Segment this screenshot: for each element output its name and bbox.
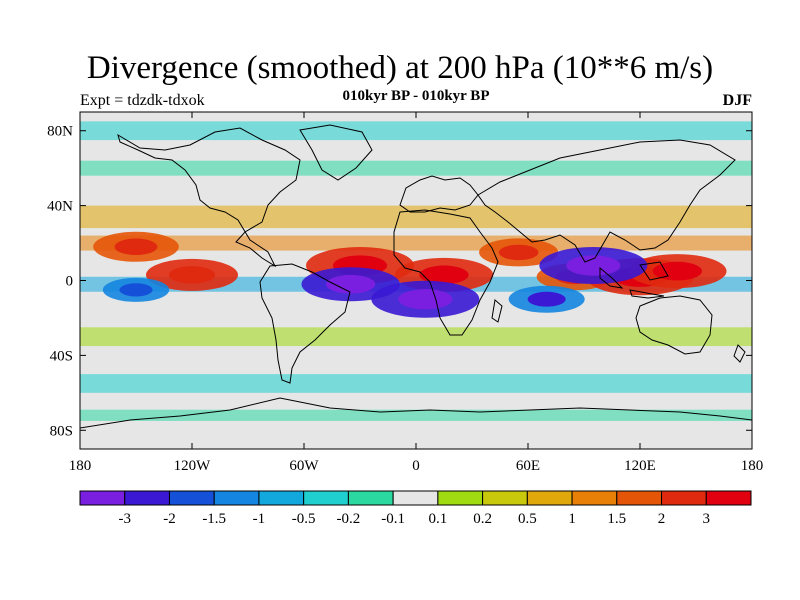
colorbar-swatch-8 [437, 490, 484, 506]
field-feature-core-7 [169, 266, 215, 284]
colorbar-label-10: 1 [568, 511, 576, 527]
axis-ticks [79, 112, 753, 449]
coastline-new-zealand [733, 344, 746, 363]
lon-label-1: 120W [174, 458, 212, 474]
lon-label-3: 0 [412, 458, 420, 474]
colorbar-swatch-6 [347, 490, 394, 506]
field-feature-core-2 [498, 244, 539, 261]
field-feature-core-1 [419, 265, 469, 285]
lon-label-6: 180 [741, 458, 764, 474]
lat-label-2: 0 [66, 274, 74, 290]
divergence-field [80, 112, 752, 449]
field-feature-core-10 [566, 255, 621, 276]
field-band-1 [80, 160, 752, 176]
colorbar-label-6: -0.1 [381, 511, 405, 527]
colorbar-swatch-11 [571, 490, 618, 506]
lat-label-4: 80S [50, 423, 73, 439]
colorbar-swatch-2 [168, 490, 215, 506]
coastline-australia [635, 295, 713, 355]
longitude-labels: 180 120W 60W 0 60E 120E 180 [69, 458, 764, 474]
field-feature-core-12 [119, 283, 153, 297]
coastline-antarctica [80, 397, 752, 429]
experiment-label: Expt = tdzdk-tdxok [80, 92, 205, 109]
field-band-6 [80, 374, 752, 393]
colorbar-swatch-14 [705, 490, 752, 506]
colorbar-swatch-13 [661, 490, 707, 506]
coastline-north-america [117, 127, 301, 268]
colorbar-swatch-10 [526, 490, 573, 506]
colorbar-label-0: -3 [118, 511, 131, 527]
colorbar-labels: -3 -2 -1.5 -1 -0.5 -0.2 -0.1 0.1 0.2 0.5 1 1.5 2 3 [118, 511, 710, 527]
colorbar-label-11: 1.5 [607, 511, 626, 527]
map-title: Divergence (smoothed) at 200 hPa (10**6 … [86, 50, 714, 86]
field-band-7 [80, 409, 752, 421]
coastlines [80, 124, 752, 429]
field-feature-core-11 [527, 291, 566, 307]
colorbar-swatch-12 [616, 490, 663, 506]
colorbar-swatch-4 [258, 490, 305, 506]
lon-label-2: 60W [289, 458, 319, 474]
field-band-0 [80, 121, 752, 141]
colorbar-label-13: 3 [703, 511, 711, 527]
lat-label-1: 40N [47, 199, 73, 215]
colorbar [79, 490, 752, 506]
colorbar-swatch-5 [303, 490, 349, 506]
lat-label-3: 40S [50, 348, 73, 364]
field-feature-core-8 [326, 274, 376, 294]
lon-label-5: 120E [624, 458, 656, 474]
lon-label-4: 60E [516, 458, 540, 474]
period-label: 010kyr BP - 010kyr BP [342, 88, 490, 104]
colorbar-swatch-7 [392, 490, 439, 506]
colorbar-label-9: 0.5 [518, 511, 537, 527]
colorbar-label-8: 0.2 [473, 511, 492, 527]
colorbar-label-1: -2 [163, 511, 176, 527]
field-feature-core-6 [114, 238, 158, 256]
lat-label-0: 80N [47, 124, 73, 140]
field-bands [80, 121, 752, 421]
coastline-south-america [259, 263, 351, 384]
colorbar-label-2: -1.5 [202, 511, 226, 527]
colorbar-label-7: 0.1 [428, 511, 447, 527]
colorbar-label-12: 2 [658, 511, 666, 527]
field-band-5 [80, 327, 752, 347]
latitude-labels: 80N 40N 0 40S 80S [47, 124, 73, 440]
colorbar-swatch-1 [124, 490, 170, 506]
coastline-madagascar [491, 299, 503, 323]
lon-label-0: 180 [69, 458, 92, 474]
field-feature-core-9 [398, 289, 453, 310]
colorbar-label-4: -0.5 [292, 511, 316, 527]
coastline-greenland [299, 124, 373, 181]
coastline-indonesia [599, 261, 669, 299]
colorbar-swatch-0 [79, 490, 126, 506]
colorbar-label-3: -1 [253, 511, 266, 527]
colorbar-label-5: -0.2 [337, 511, 361, 527]
colorbar-swatch-9 [482, 490, 528, 506]
field-feature-core-5 [652, 261, 702, 281]
coastline-europe [399, 175, 479, 213]
coastline-asia [477, 139, 736, 263]
colorbar-swatch-3 [213, 490, 260, 506]
coastline-africa [393, 209, 499, 336]
season-label: DJF [722, 92, 752, 109]
field-band-2 [80, 205, 752, 229]
